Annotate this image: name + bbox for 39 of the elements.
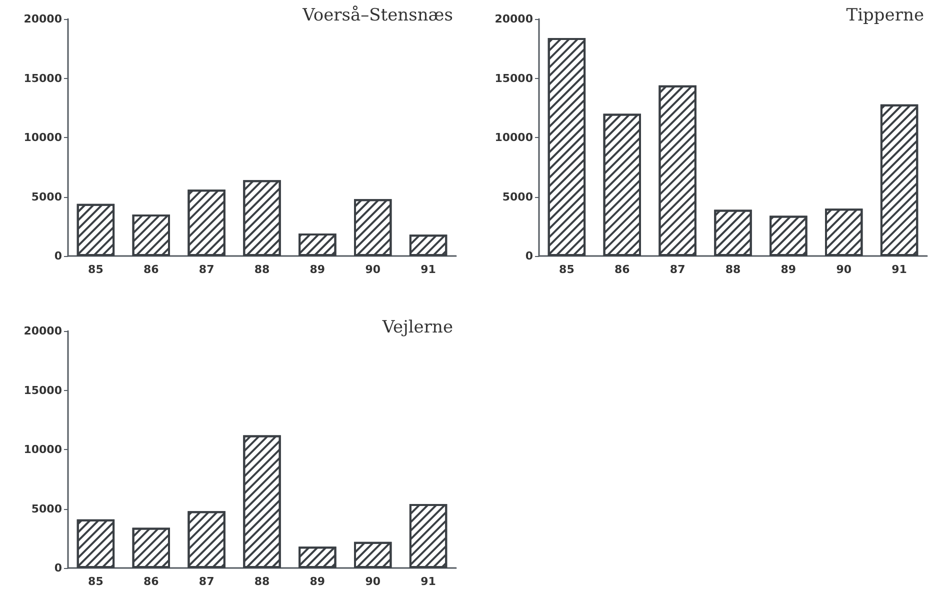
x-tick-label: 90 <box>365 575 381 588</box>
y-tick-label: 10000 <box>24 131 62 144</box>
x-tick-label: 86 <box>614 263 630 276</box>
x-tick-label: 88 <box>254 263 270 276</box>
x-tick-label: 91 <box>420 575 436 588</box>
x-tick-label: 90 <box>836 263 852 276</box>
y-tick-label: 5000 <box>502 190 534 204</box>
x-tick-label: 91 <box>892 263 907 276</box>
y-tick-label: 5000 <box>31 190 62 204</box>
chart-title: Voerså–Stensnæs <box>302 6 454 26</box>
x-tick-label: 87 <box>670 263 686 276</box>
y-tick-label: 15000 <box>24 72 62 85</box>
y-tick-label: 0 <box>525 250 534 262</box>
y-tick-label: 0 <box>54 562 62 574</box>
x-tick-label: 85 <box>88 263 104 276</box>
x-tick-label: 86 <box>143 263 160 276</box>
x-tick-label: 89 <box>310 575 326 588</box>
x-tick-label: 87 <box>198 263 214 276</box>
y-tick-label: 10000 <box>24 443 62 456</box>
x-tick-label: 88 <box>254 575 270 588</box>
x-tick-label: 89 <box>780 263 796 276</box>
x-tick-label: 85 <box>88 575 104 588</box>
y-tick-label: 0 <box>54 250 62 262</box>
chart-title: Vejlerne <box>381 318 454 338</box>
x-tick-label: 91 <box>420 263 436 276</box>
x-tick-label: 87 <box>198 575 214 588</box>
x-tick-label: 85 <box>559 263 574 276</box>
chart-title: Tipperne <box>846 6 924 26</box>
y-tick-label: 10000 <box>494 131 534 144</box>
y-tick-label: 20000 <box>494 12 534 26</box>
x-tick-label: 88 <box>725 263 741 276</box>
y-tick-label: 5000 <box>31 502 62 516</box>
y-tick-label: 15000 <box>24 384 62 397</box>
x-tick-label: 86 <box>143 575 160 588</box>
y-tick-label: 20000 <box>24 12 62 26</box>
x-tick-label: 90 <box>365 263 381 276</box>
y-tick-label: 20000 <box>24 324 62 338</box>
y-tick-label: 15000 <box>494 72 534 85</box>
x-tick-label: 89 <box>310 263 326 276</box>
